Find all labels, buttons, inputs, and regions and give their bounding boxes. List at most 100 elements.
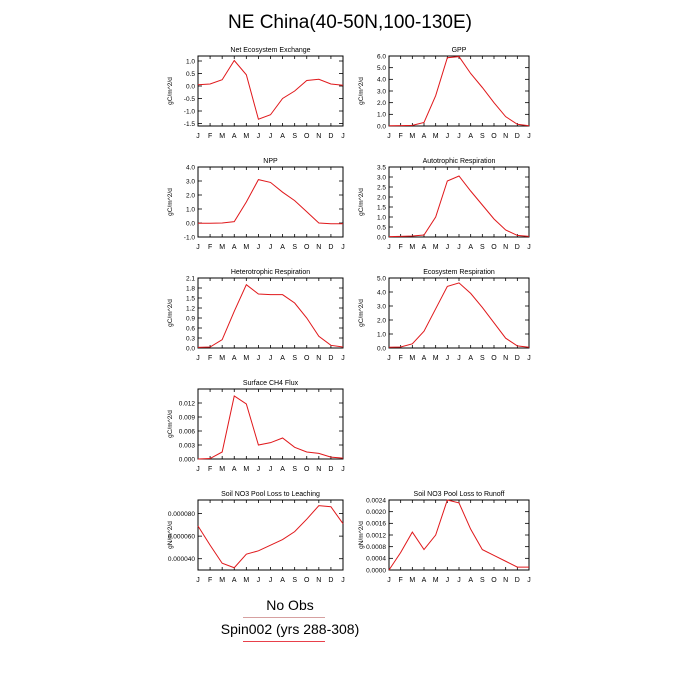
y-tick-label: 3.0 — [377, 174, 386, 181]
series-line — [197, 505, 344, 569]
x-tick-label: A — [232, 244, 237, 251]
x-tick-label: J — [446, 244, 450, 251]
y-tick-label: 0.0024 — [366, 497, 386, 504]
y-tick-label: 1.2 — [186, 305, 195, 312]
x-tick-label: N — [316, 577, 321, 584]
x-tick-label: J — [341, 133, 345, 140]
x-tick-label: N — [316, 355, 321, 362]
legend-label-spin002: Spin002 (yrs 288-308) — [220, 621, 360, 637]
y-tick-label: 2.0 — [377, 317, 386, 324]
x-tick-label: D — [515, 577, 520, 584]
y-tick-label: 0.0008 — [366, 544, 386, 551]
x-tick-label: J — [387, 355, 391, 362]
y-axis-label: gC/m^2/d — [167, 188, 174, 216]
x-tick-label: M — [243, 133, 249, 140]
y-tick-label: 5.0 — [377, 65, 386, 72]
x-tick-label: A — [280, 244, 285, 251]
x-tick-label: A — [232, 355, 237, 362]
y-tick-label: -0.5 — [184, 96, 196, 103]
y-tick-label: 0.0016 — [366, 521, 386, 528]
x-tick-label: J — [446, 355, 450, 362]
x-tick-label: J — [527, 133, 531, 140]
series-line — [198, 179, 343, 225]
x-tick-label: J — [257, 577, 261, 584]
plot-frame — [197, 277, 344, 349]
x-tick-label: D — [515, 133, 520, 140]
x-tick-label: D — [328, 244, 333, 251]
y-tick-label: 4.0 — [377, 289, 386, 296]
legend-label-no-obs: No Obs — [266, 597, 314, 613]
x-tick-label: A — [232, 133, 237, 140]
panel-title: Soil NO3 Pool Loss to Leaching — [221, 491, 320, 498]
x-tick-label: O — [491, 133, 497, 140]
x-tick-label: J — [196, 244, 200, 251]
x-tick-label: F — [208, 577, 212, 584]
y-tick-label: 0.6 — [186, 325, 195, 332]
x-tick-label: A — [468, 577, 473, 584]
y-tick-label: 1.0 — [377, 214, 386, 221]
x-tick-label: J — [457, 133, 461, 140]
y-tick-label: 1.0 — [186, 58, 195, 65]
legend-line-no-obs — [243, 617, 325, 618]
x-tick-label: J — [257, 466, 261, 473]
x-tick-label: S — [292, 133, 297, 140]
x-tick-label: S — [292, 577, 297, 584]
y-tick-label: -1.0 — [184, 234, 196, 241]
panel-title: Ecosystem Respiration — [423, 269, 495, 276]
y-axis-label: gN/m^2/d — [167, 521, 174, 549]
x-tick-label: O — [491, 244, 497, 251]
x-tick-label: A — [468, 133, 473, 140]
y-tick-label: 0.000040 — [168, 556, 195, 563]
x-tick-label: N — [316, 244, 321, 251]
x-tick-label: J — [341, 577, 345, 584]
y-tick-label: 1.0 — [377, 331, 386, 338]
x-tick-label: F — [399, 244, 403, 251]
x-tick-label: M — [219, 466, 225, 473]
x-tick-label: F — [208, 244, 212, 251]
y-tick-label: 1.0 — [377, 112, 386, 119]
x-tick-label: O — [491, 355, 497, 362]
x-tick-label: M — [219, 577, 225, 584]
x-tick-label: M — [409, 244, 415, 251]
x-tick-label: J — [196, 466, 200, 473]
y-tick-label: 0.3 — [186, 335, 195, 342]
x-tick-label: S — [480, 577, 485, 584]
x-tick-label: S — [480, 244, 485, 251]
panel-title: NPP — [263, 158, 278, 165]
x-tick-label: J — [269, 244, 273, 251]
y-tick-label: 1.8 — [186, 285, 195, 292]
plot-frame — [388, 55, 530, 127]
x-tick-label: S — [480, 355, 485, 362]
x-tick-label: S — [292, 466, 297, 473]
y-tick-label: 0.0012 — [366, 532, 386, 539]
y-tick-label: 3.0 — [186, 178, 195, 185]
x-tick-label: J — [269, 133, 273, 140]
x-tick-label: M — [433, 244, 439, 251]
x-tick-label: J — [257, 355, 261, 362]
y-tick-label: 0.0 — [186, 83, 195, 90]
panel-title: Autotrophic Respiration — [423, 158, 496, 165]
x-tick-label: J — [269, 466, 273, 473]
x-tick-label: F — [399, 577, 403, 584]
x-tick-label: M — [243, 355, 249, 362]
x-tick-label: J — [269, 577, 273, 584]
series-line — [197, 59, 344, 120]
y-tick-label: 0.0 — [186, 220, 195, 227]
x-tick-label: F — [208, 133, 212, 140]
y-tick-label: 2.0 — [377, 100, 386, 107]
x-tick-label: J — [257, 133, 261, 140]
x-tick-label: O — [304, 577, 310, 584]
x-tick-label: M — [219, 133, 225, 140]
panel-title: GPP — [452, 47, 467, 54]
y-axis-label: gC/m^2/d — [167, 410, 174, 438]
y-tick-label: 1.5 — [377, 204, 386, 211]
x-tick-label: F — [208, 466, 212, 473]
x-tick-label: A — [280, 466, 285, 473]
x-tick-label: A — [232, 577, 237, 584]
x-tick-label: M — [409, 355, 415, 362]
